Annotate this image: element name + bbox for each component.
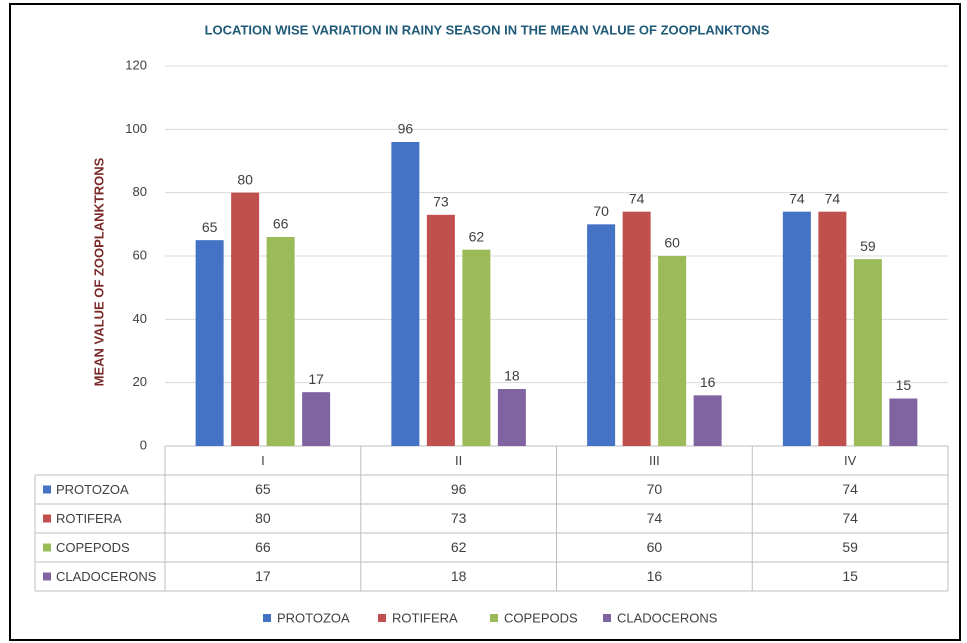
data-label: 62	[469, 228, 485, 244]
table-cell: 59	[842, 539, 858, 555]
data-label: 74	[825, 190, 841, 206]
table-legend-key	[43, 572, 51, 581]
bar	[497, 389, 526, 446]
table-cell: 80	[255, 510, 271, 526]
data-label: 74	[789, 190, 805, 206]
bar	[266, 237, 295, 446]
bar	[462, 249, 491, 446]
legend-key	[263, 614, 271, 622]
legend-label: ROTIFERA	[392, 610, 458, 625]
bar	[195, 240, 224, 446]
table-row-label: ROTIFERA	[56, 511, 122, 526]
table-cell: 17	[255, 568, 271, 584]
table-row-label: COPEPODS	[56, 540, 130, 555]
legend-key	[490, 614, 498, 622]
table-cell: 18	[451, 568, 467, 584]
table-cell: 65	[255, 481, 271, 497]
table-row-label: PROTOZOA	[56, 482, 129, 497]
x-tick-label: III	[649, 453, 660, 468]
bar	[853, 259, 882, 446]
y-tick-label: 0	[140, 437, 147, 452]
table-cell: 96	[451, 481, 467, 497]
legend-key	[603, 614, 611, 622]
data-label: 74	[629, 190, 645, 206]
bar	[782, 211, 811, 446]
table-cell: 73	[451, 510, 467, 526]
legend-label: COPEPODS	[504, 610, 578, 625]
table-cell: 15	[842, 568, 858, 584]
data-label: 70	[593, 203, 609, 219]
bar	[693, 395, 722, 446]
y-tick-label: 80	[133, 184, 147, 199]
data-label: 16	[700, 374, 716, 390]
data-label: 66	[273, 216, 289, 232]
bar	[587, 224, 616, 446]
legend-label: CLADOCERONS	[617, 610, 718, 625]
data-label: 60	[664, 235, 680, 251]
y-tick-label: 40	[133, 311, 147, 326]
data-label: 73	[433, 194, 449, 210]
table-cell: 60	[647, 539, 663, 555]
x-tick-label: IV	[844, 453, 857, 468]
x-tick-label: I	[261, 453, 265, 468]
table-row-label: CLADOCERONS	[56, 569, 157, 584]
table-cell: 74	[842, 481, 858, 497]
data-label: 80	[237, 171, 253, 187]
bar	[231, 192, 260, 446]
table-cell: 16	[647, 568, 663, 584]
data-label: 96	[398, 121, 414, 137]
x-tick-label: II	[455, 453, 462, 468]
data-label: 15	[896, 377, 912, 393]
table-legend-key	[43, 543, 51, 552]
bar	[658, 256, 687, 446]
data-label: 65	[202, 219, 218, 235]
y-axis-label: MEAN VALUE OF ZOOPLANKTRONS	[91, 157, 106, 386]
bar	[889, 398, 918, 446]
table-cell: 66	[255, 539, 271, 555]
table-cell: 62	[451, 539, 467, 555]
table-cell: 70	[647, 481, 663, 497]
chart-title: LOCATION WISE VARIATION IN RAINY SEASON …	[205, 22, 770, 37]
bar	[302, 392, 331, 446]
table-cell: 74	[647, 510, 663, 526]
data-label: 17	[308, 371, 324, 387]
y-tick-label: 100	[125, 121, 147, 136]
data-label: 18	[504, 368, 520, 384]
table-cell: 74	[842, 510, 858, 526]
bar	[426, 214, 455, 446]
legend-label: PROTOZOA	[277, 610, 350, 625]
bar	[391, 142, 420, 446]
y-tick-label: 20	[133, 374, 147, 389]
data-label: 59	[860, 238, 876, 254]
y-tick-label: 60	[133, 247, 147, 262]
legend-key	[378, 614, 386, 622]
y-tick-label: 120	[125, 57, 147, 72]
bar	[622, 211, 651, 446]
table-legend-key	[43, 485, 51, 494]
bar	[818, 211, 847, 446]
table-legend-key	[43, 514, 51, 523]
